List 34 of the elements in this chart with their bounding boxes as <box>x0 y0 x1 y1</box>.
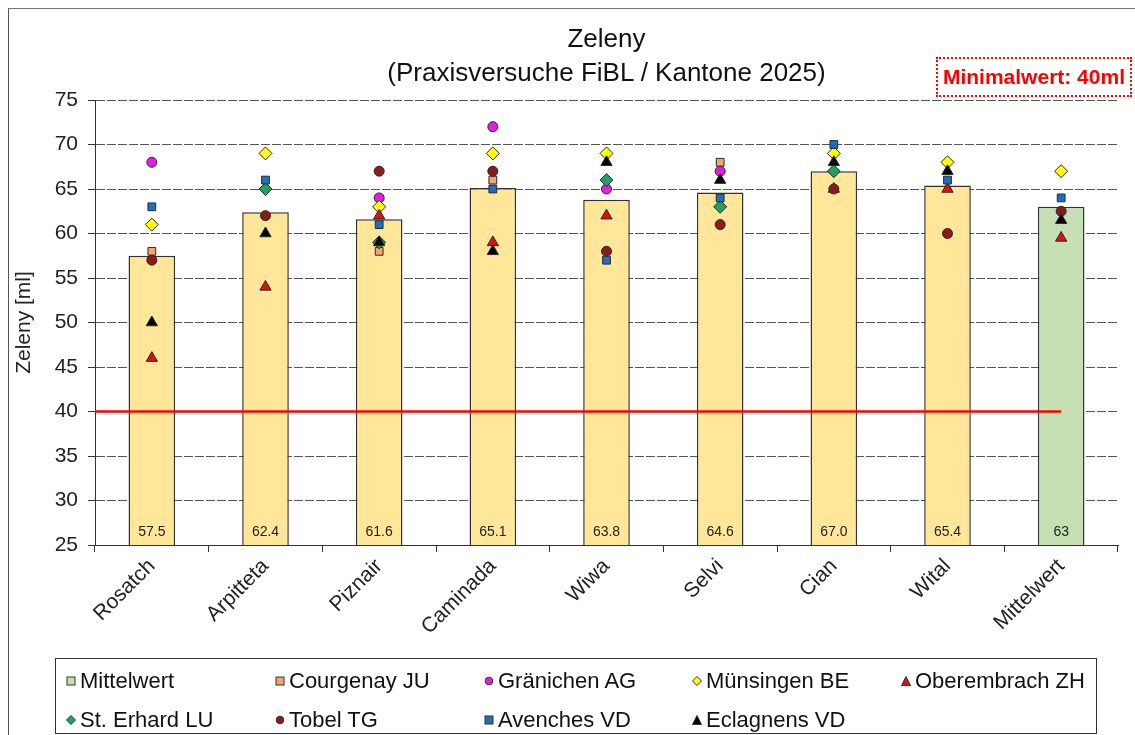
y-tick-label: 60 <box>54 220 78 244</box>
y-tick-label: 30 <box>54 487 78 511</box>
y-tick-label: 55 <box>54 264 78 288</box>
legend-label: Gränichen AG <box>498 667 637 694</box>
legend-label: Courgenay JU <box>289 667 430 694</box>
data-label: 63.8 <box>592 523 621 539</box>
x-tick-label: Cian <box>793 553 841 601</box>
chart-title: Zeleny <box>566 23 647 53</box>
legend-label: Oberembrach ZH <box>915 667 1085 694</box>
data-label: 65.4 <box>933 523 962 539</box>
data-label: 63 <box>1053 523 1070 539</box>
legend-label: Mittelwert <box>80 667 175 694</box>
data-label: 61.6 <box>365 523 393 539</box>
y-axis-title: Zeleny [ml] <box>11 271 35 374</box>
legend-label: Avenches VD <box>498 706 631 733</box>
y-tick-label: 45 <box>54 353 78 377</box>
y-tick-label: 65 <box>54 175 78 199</box>
data-label: 62.4 <box>251 523 280 539</box>
data-label: 57.5 <box>138 523 166 539</box>
y-tick-label: 40 <box>54 398 78 422</box>
y-tick-label: 75 <box>54 86 78 110</box>
data-label: 65.1 <box>479 523 507 539</box>
ref-line-label: Minimalwert: 40ml <box>935 57 1132 97</box>
data-label: 67.0 <box>820 523 848 539</box>
y-tick-label: 50 <box>54 309 78 333</box>
legend-label: St. Erhard LU <box>80 706 214 733</box>
y-tick-label: 70 <box>54 131 78 155</box>
legend-label: Münsingen BE <box>706 667 850 694</box>
data-label: 64.6 <box>706 523 734 539</box>
legend-label: Eclagnens VD <box>706 706 846 733</box>
y-tick-label: 25 <box>54 531 78 555</box>
chart-subtitle: (Praxisversuche FiBL / Kantone 2025) <box>387 57 826 87</box>
y-tick-label: 35 <box>54 442 78 466</box>
legend-label: Tobel TG <box>289 706 378 733</box>
